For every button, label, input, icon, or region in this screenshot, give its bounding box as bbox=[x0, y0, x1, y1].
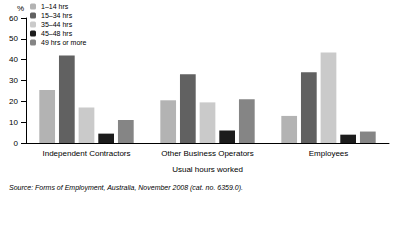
svg-text:30: 30 bbox=[9, 76, 18, 85]
svg-text:15–34 hrs: 15–34 hrs bbox=[41, 12, 73, 19]
svg-text:1–14 hrs: 1–14 hrs bbox=[41, 3, 69, 10]
svg-text:Source: Forms of Employment, A: Source: Forms of Employment, Australia, … bbox=[9, 184, 243, 192]
svg-text:40: 40 bbox=[9, 55, 18, 64]
svg-text:%: % bbox=[17, 4, 24, 13]
svg-text:Other Business Operators: Other Business Operators bbox=[161, 149, 253, 158]
svg-text:49 hrs or more: 49 hrs or more bbox=[41, 39, 87, 46]
svg-text:60: 60 bbox=[9, 14, 18, 23]
svg-text:10: 10 bbox=[9, 118, 18, 127]
svg-text:0: 0 bbox=[14, 139, 19, 148]
svg-text:20: 20 bbox=[9, 97, 18, 106]
svg-text:35–44 hrs: 35–44 hrs bbox=[41, 21, 73, 28]
svg-text:Independent Contractors: Independent Contractors bbox=[42, 149, 130, 158]
svg-text:45–48 hrs: 45–48 hrs bbox=[41, 30, 73, 37]
svg-text:Employees: Employees bbox=[309, 149, 349, 158]
svg-text:50: 50 bbox=[9, 34, 18, 43]
svg-text:Usual hours worked: Usual hours worked bbox=[172, 165, 243, 174]
